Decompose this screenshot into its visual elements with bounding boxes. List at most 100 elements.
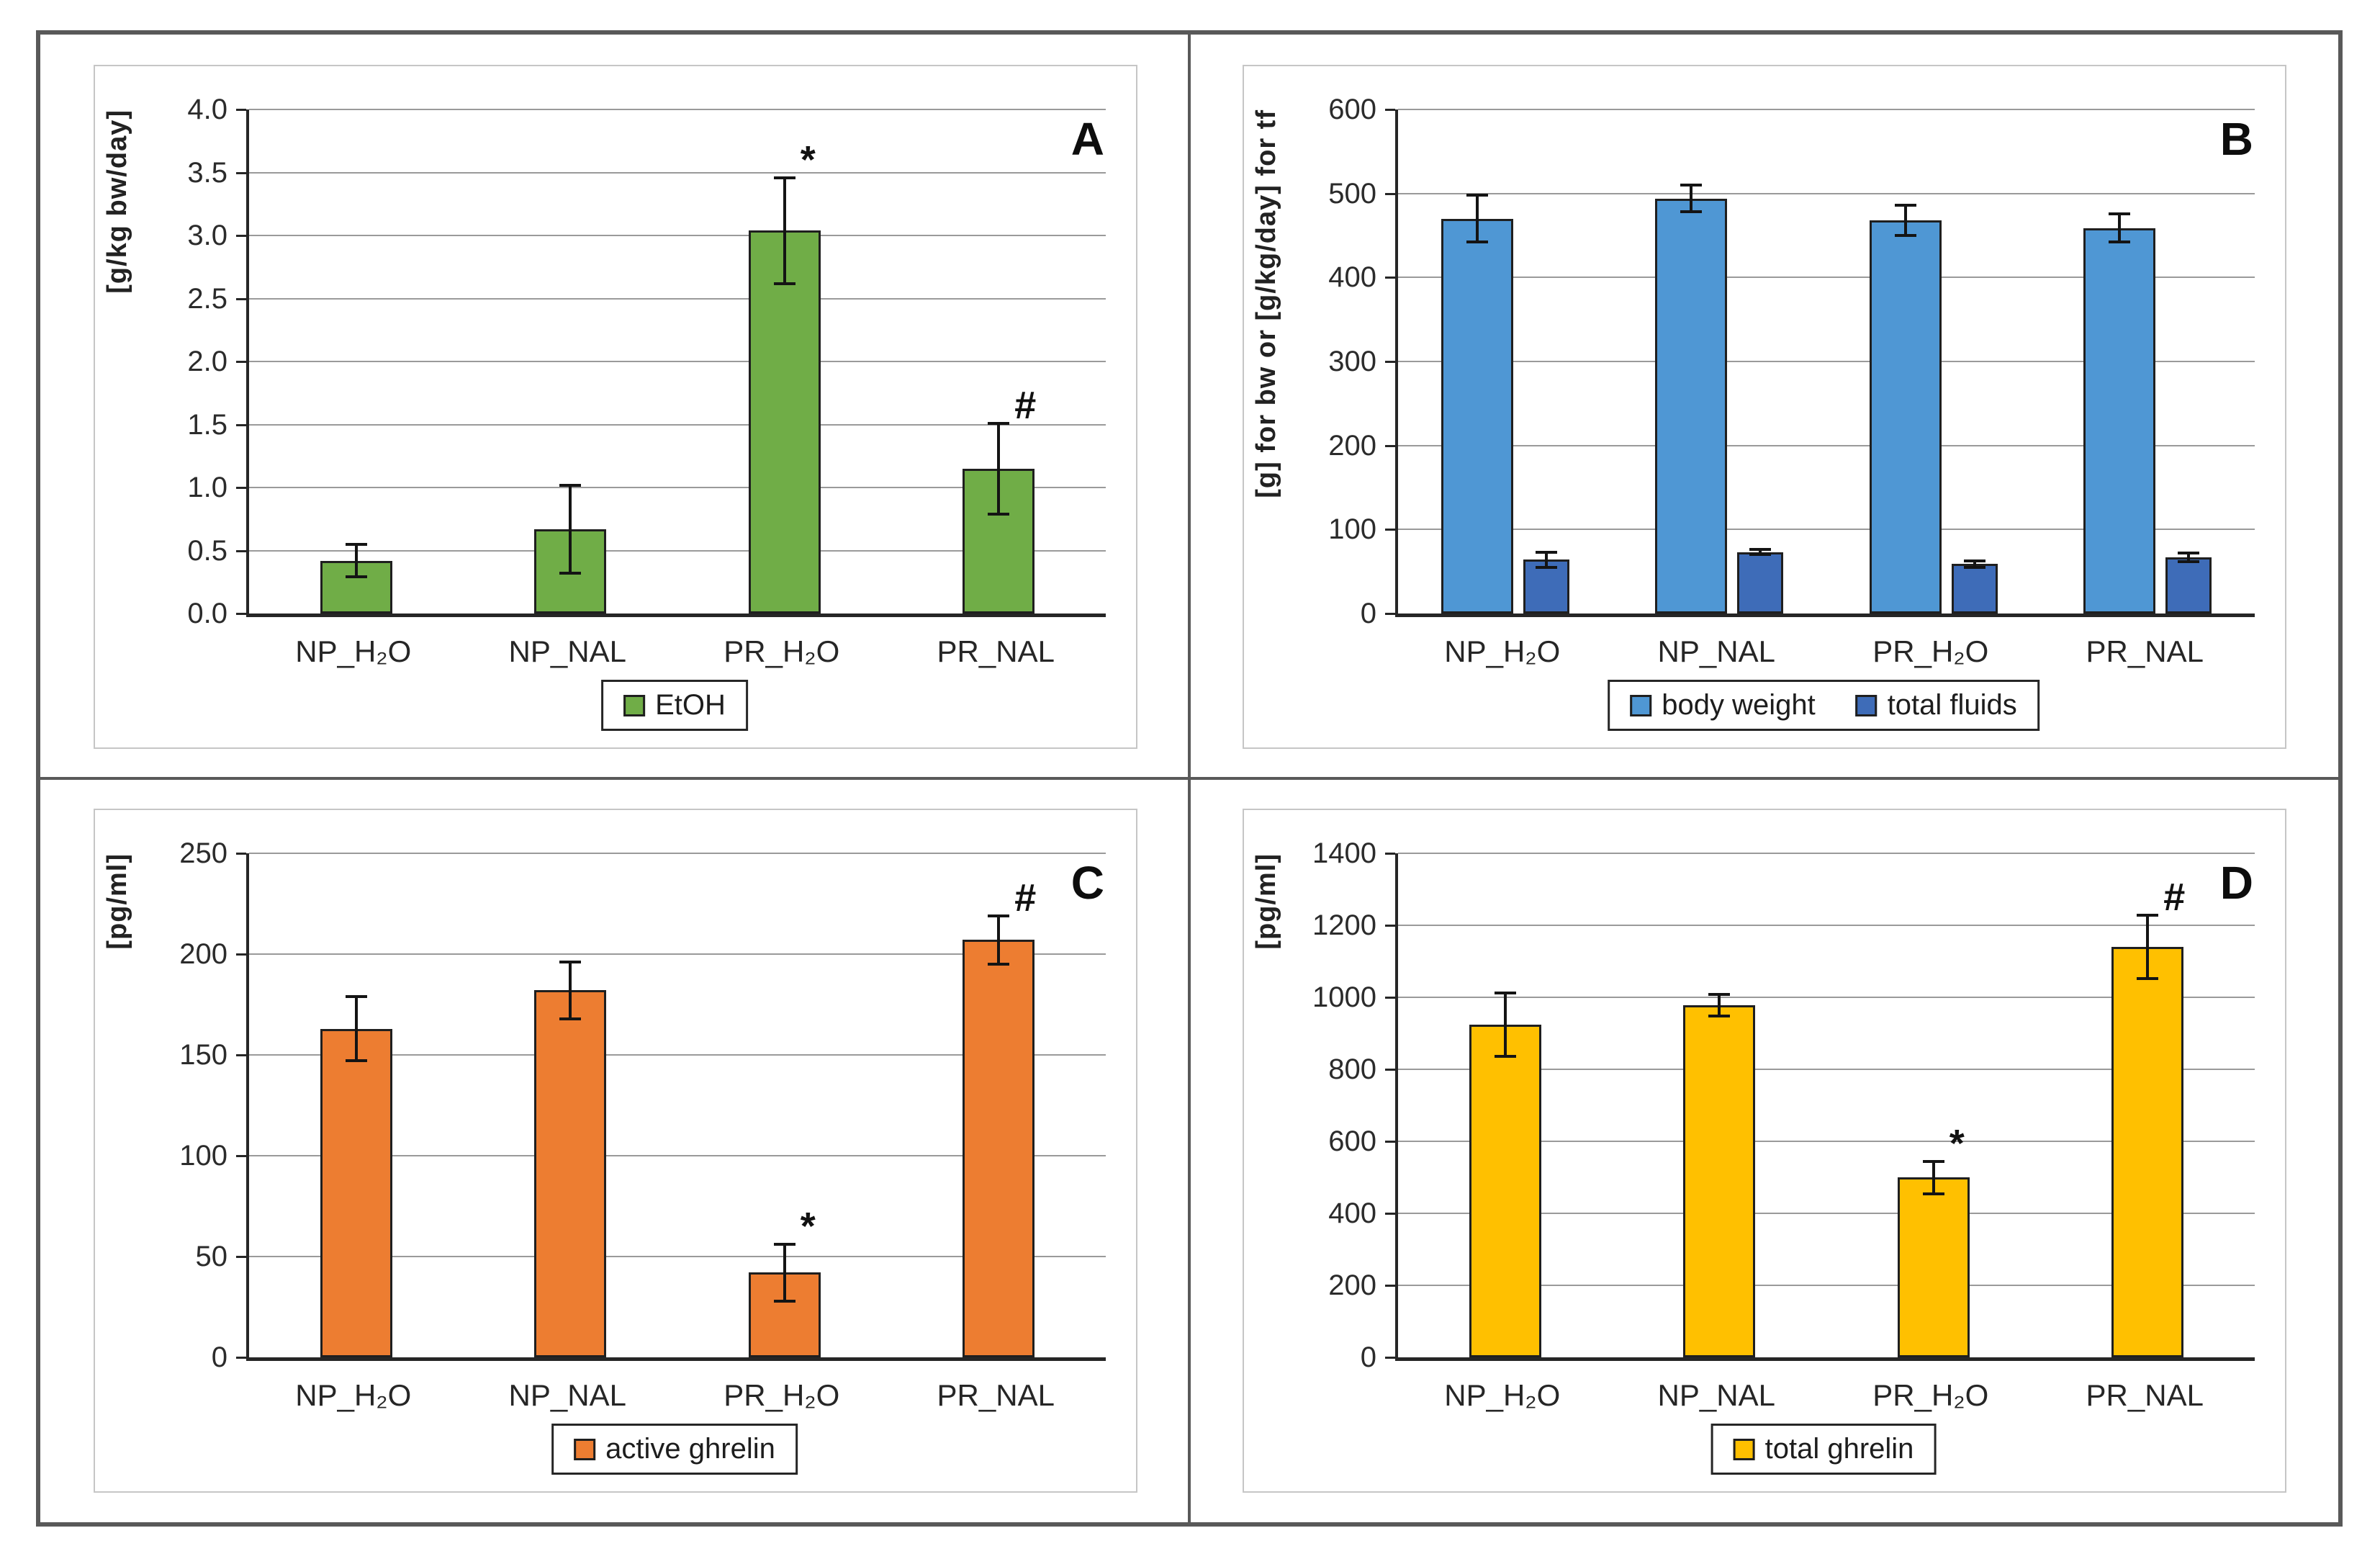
error-bar (2187, 553, 2191, 562)
x-category-label: NP_H₂O (1444, 1378, 1561, 1412)
legend-label: EtOH (655, 689, 726, 721)
x-category-label: NP_NAL (1657, 1378, 1775, 1412)
gridline (249, 549, 1106, 552)
bar (1523, 559, 1569, 614)
gridline (249, 109, 1106, 110)
y-tick-mark (236, 953, 246, 956)
gridline (249, 1054, 1106, 1056)
error-bar-cap-bottom (1894, 234, 1916, 237)
y-tick-mark (1385, 1213, 1395, 1215)
x-category-label: PR_NAL (2086, 634, 2204, 668)
error-bar (1475, 195, 1479, 243)
error-bar-cap-top (1535, 550, 1557, 554)
y-tick-mark (1385, 277, 1395, 279)
error-bar (1544, 552, 1548, 567)
legend-item: total ghrelin (1733, 1433, 1914, 1465)
error-bar-cap-top (2137, 914, 2159, 917)
gridline (1398, 1285, 2255, 1286)
bar (1469, 1024, 1541, 1357)
y-tick-mark (236, 361, 246, 363)
error-bar-cap-bottom (1963, 565, 1985, 569)
y-tick-mark (1385, 613, 1395, 615)
sig-marker: * (800, 1205, 816, 1249)
error-bar-cap-bottom (1708, 1015, 1731, 1017)
error-bar-cap-bottom (2178, 559, 2200, 563)
y-tick-mark (1385, 1357, 1395, 1359)
bar (1737, 552, 1784, 614)
x-category-label: PR_H₂O (1872, 634, 1989, 668)
gridline (1398, 997, 2255, 998)
legend-label: total fluids (1887, 689, 2017, 721)
x-category-label: PR_H₂O (724, 634, 840, 668)
error-bar-cap-top (1680, 184, 1703, 186)
error-bar (354, 996, 358, 1061)
y-tick-mark (236, 549, 246, 552)
y-tick-label: 2.0 (187, 346, 227, 377)
gridline (249, 953, 1106, 955)
error-bar (1973, 560, 1976, 567)
y-tick-mark (236, 1357, 246, 1359)
legend-item: EtOH (623, 689, 726, 722)
y-tick-mark (236, 1054, 246, 1056)
plot-area (1395, 109, 2255, 617)
y-tick-label: 250 (179, 837, 227, 869)
x-category-label: PR_NAL (2086, 1378, 2204, 1412)
sig-marker: * (800, 138, 816, 181)
x-category-label: NP_NAL (1657, 634, 1775, 668)
gridline (1398, 109, 2255, 110)
y-tick-mark (236, 297, 246, 300)
legend-label: active ghrelin (605, 1433, 775, 1465)
y-tick-label: 300 (1328, 346, 1376, 377)
gridline (249, 171, 1106, 174)
error-bar-cap-top (2109, 212, 2131, 215)
bar (2165, 557, 2212, 614)
y-tick-label: 2.5 (187, 282, 227, 315)
error-bar-cap-bottom (1749, 553, 1772, 557)
chart-panel-d: [pg/ml] D * # total ghrelin 1400 1200 1000 8… (1243, 809, 2286, 1493)
y-tick-label: 150 (179, 1039, 227, 1071)
y-tick-label: 0 (211, 1341, 227, 1373)
legend-swatch (1733, 1438, 1755, 1460)
y-tick-label: 0 (1360, 598, 1376, 629)
panel-letter: B (2219, 113, 2253, 165)
error-bar (569, 485, 572, 573)
gridline (249, 1256, 1106, 1257)
quadrant-c: [pg/ml] C * # active ghrelin 250 200 150 100… (40, 778, 1189, 1522)
error-bar-cap-top (345, 542, 367, 546)
y-tick-label: 0.5 (187, 534, 227, 567)
bar (1869, 220, 1942, 614)
error-bar (2118, 213, 2122, 243)
bar (1441, 218, 1513, 614)
y-tick-label: 1.0 (187, 472, 227, 503)
x-category-label: PR_NAL (937, 1378, 1055, 1412)
error-bar-cap-bottom (2109, 241, 2131, 244)
error-bar-cap-bottom (345, 1059, 367, 1063)
x-category-label: NP_NAL (508, 1378, 626, 1412)
y-tick-label: 1400 (1312, 837, 1376, 869)
bar (748, 1272, 821, 1357)
gridline (249, 487, 1106, 488)
y-tick-mark (236, 235, 246, 237)
legend: body weight total fluids (1608, 680, 2039, 731)
gridline (249, 297, 1106, 300)
bar (1655, 198, 1728, 614)
gridline (1398, 853, 2255, 854)
legend: total ghrelin (1710, 1424, 1937, 1475)
error-bar-cap-top (1894, 204, 1916, 207)
chart-panel-a: [g/kg bw/day] A * # EtOH 4.0 3.5 3.0 2.5 2.0 1… (94, 65, 1137, 749)
gridline (1398, 277, 2255, 279)
error-bar-cap-top (1494, 991, 1516, 994)
y-tick-label: 50 (195, 1241, 228, 1272)
y-tick-label: 1000 (1312, 981, 1376, 1013)
legend-item: total fluids (1855, 689, 2017, 722)
error-bar-cap-top (1466, 194, 1488, 197)
error-bar (1690, 185, 1693, 212)
error-bar-cap-bottom (2137, 977, 2159, 980)
error-bar (1759, 549, 1762, 555)
y-tick-label: 1200 (1312, 909, 1376, 941)
error-bar-cap-bottom (1680, 210, 1703, 214)
x-category-label: PR_H₂O (724, 1378, 840, 1412)
y-tick-label: 4.0 (187, 94, 227, 125)
x-category-label: NP_H₂O (1444, 634, 1561, 668)
plot-area: * # (246, 109, 1106, 617)
